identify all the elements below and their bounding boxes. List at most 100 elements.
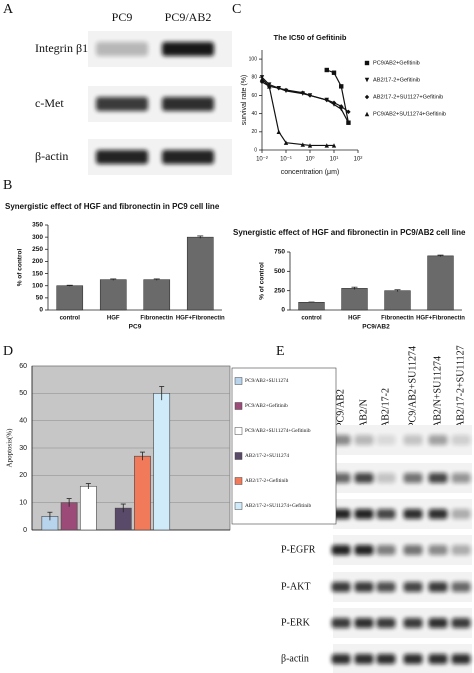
panel-letter: D bbox=[3, 344, 13, 359]
y-tick-label: 350 bbox=[32, 222, 43, 229]
bar bbox=[298, 302, 325, 311]
error-bar bbox=[437, 254, 444, 257]
data-point bbox=[331, 100, 337, 105]
legend-label: PC9/AB2+Gefitinib bbox=[245, 402, 288, 409]
blot-band bbox=[96, 97, 148, 111]
blot-band bbox=[354, 618, 374, 628]
legend-label: AB2/17-2+SU1127+Gefitinib bbox=[373, 94, 443, 100]
blot-band bbox=[403, 545, 423, 555]
blot-strip bbox=[333, 535, 472, 565]
x-axis-label: PC9/AB2 bbox=[362, 324, 390, 331]
blot-strip bbox=[333, 644, 472, 673]
blot-column-label: AB2/N bbox=[358, 399, 369, 428]
blot-column-label: PC9/AB2 bbox=[165, 10, 212, 24]
error-bar bbox=[66, 284, 73, 287]
blot-band bbox=[451, 545, 471, 555]
blot-band bbox=[428, 545, 448, 555]
panel-letter: A bbox=[3, 2, 14, 17]
blot-band bbox=[354, 435, 374, 445]
y-axis-label: % of control bbox=[259, 262, 266, 300]
legend-label: PC9/AB2+SU11274 bbox=[245, 378, 289, 384]
blot-band bbox=[376, 545, 396, 555]
data-point bbox=[283, 87, 289, 93]
blot-band bbox=[354, 545, 374, 555]
blot-band bbox=[451, 509, 471, 519]
blot-column-label: AB2/17-2 bbox=[380, 388, 391, 428]
y-tick-label: 20 bbox=[19, 472, 27, 479]
x-axis-label: PC9 bbox=[129, 324, 142, 331]
panel-letter: B bbox=[3, 178, 12, 193]
x-tick-label: HGF bbox=[348, 316, 361, 322]
x-tick-label: Fibronectin bbox=[140, 316, 173, 322]
y-tick-label: 200 bbox=[32, 258, 43, 265]
y-axis-label: % of control bbox=[17, 249, 24, 287]
blot-column-label: PC9/AB2 bbox=[335, 389, 346, 428]
blot-band bbox=[451, 435, 471, 445]
series-line bbox=[261, 78, 334, 147]
error-bar bbox=[110, 278, 117, 281]
chart-title: Synergistic effect of HGF and fibronecti… bbox=[233, 228, 466, 237]
blot-band bbox=[331, 618, 351, 628]
blot-band bbox=[376, 618, 396, 628]
y-tick-label: 300 bbox=[32, 234, 43, 241]
x-tick-label: HGF bbox=[107, 316, 120, 322]
x-tick-label: HGF+Fibronectin bbox=[416, 316, 465, 322]
y-tick-label: 0 bbox=[254, 147, 257, 153]
legend-swatch bbox=[234, 452, 243, 460]
x-tick-label: 10¹ bbox=[330, 157, 339, 163]
blot-row-label: β-actin bbox=[281, 653, 309, 664]
x-tick-label: 10⁻² bbox=[256, 157, 268, 163]
legend-marker bbox=[364, 77, 370, 83]
blot-band bbox=[376, 435, 396, 445]
blot-band bbox=[331, 654, 351, 664]
bar bbox=[153, 393, 171, 531]
error-bar bbox=[197, 235, 204, 239]
x-tick-label: HGF+Fibronectin bbox=[176, 316, 225, 322]
blot-band bbox=[162, 97, 214, 111]
data-point bbox=[283, 140, 289, 145]
blot-band bbox=[428, 654, 448, 664]
blot-strip bbox=[333, 572, 472, 602]
data-point bbox=[339, 106, 344, 112]
blot-column-label: AB2/17-2+SU11127 bbox=[455, 345, 466, 428]
legend-label: PC9/AB2+Gefitinib bbox=[373, 60, 420, 66]
y-tick-label: 50 bbox=[19, 390, 27, 397]
data-point bbox=[267, 84, 272, 89]
legend-label: AB2/17-2+SU11274 bbox=[245, 453, 289, 459]
blot-band bbox=[451, 618, 471, 628]
blot-band bbox=[403, 618, 423, 628]
y-axis-label: survival rate (%) bbox=[241, 75, 248, 126]
blot-band bbox=[428, 435, 448, 445]
blot-column-label: PC9/AB2+SU11274 bbox=[407, 346, 418, 428]
bar bbox=[384, 290, 411, 311]
data-point bbox=[339, 84, 344, 89]
data-point bbox=[324, 97, 329, 103]
blot-strip bbox=[333, 499, 472, 529]
bar bbox=[341, 288, 368, 311]
data-point bbox=[346, 109, 351, 115]
bar bbox=[134, 455, 151, 531]
legend-swatch bbox=[234, 402, 243, 410]
error-bar bbox=[153, 278, 160, 281]
error-bar bbox=[47, 511, 53, 521]
y-tick-label: 0 bbox=[281, 307, 285, 314]
blot-row-label: P-EGFR bbox=[281, 544, 316, 555]
blot-row-label: P-ERK bbox=[281, 617, 311, 628]
data-point bbox=[331, 143, 337, 148]
error-bar bbox=[120, 503, 126, 513]
blot-row-label: β-actin bbox=[35, 149, 68, 163]
y-tick-label: 0 bbox=[23, 527, 27, 534]
bar bbox=[427, 255, 454, 311]
bar bbox=[186, 236, 214, 311]
error-bar bbox=[351, 286, 358, 290]
y-tick-label: 60 bbox=[19, 363, 27, 370]
x-tick-label: Fibronectin bbox=[381, 316, 414, 322]
y-tick-label: 750 bbox=[274, 249, 285, 256]
legend-label: AB2/17-2+Gefitinib bbox=[245, 477, 289, 484]
error-bar bbox=[66, 498, 72, 507]
data-point bbox=[339, 104, 344, 109]
legend-swatch bbox=[234, 427, 243, 435]
blot-band bbox=[403, 509, 423, 519]
y-tick-label: 20 bbox=[251, 129, 257, 135]
